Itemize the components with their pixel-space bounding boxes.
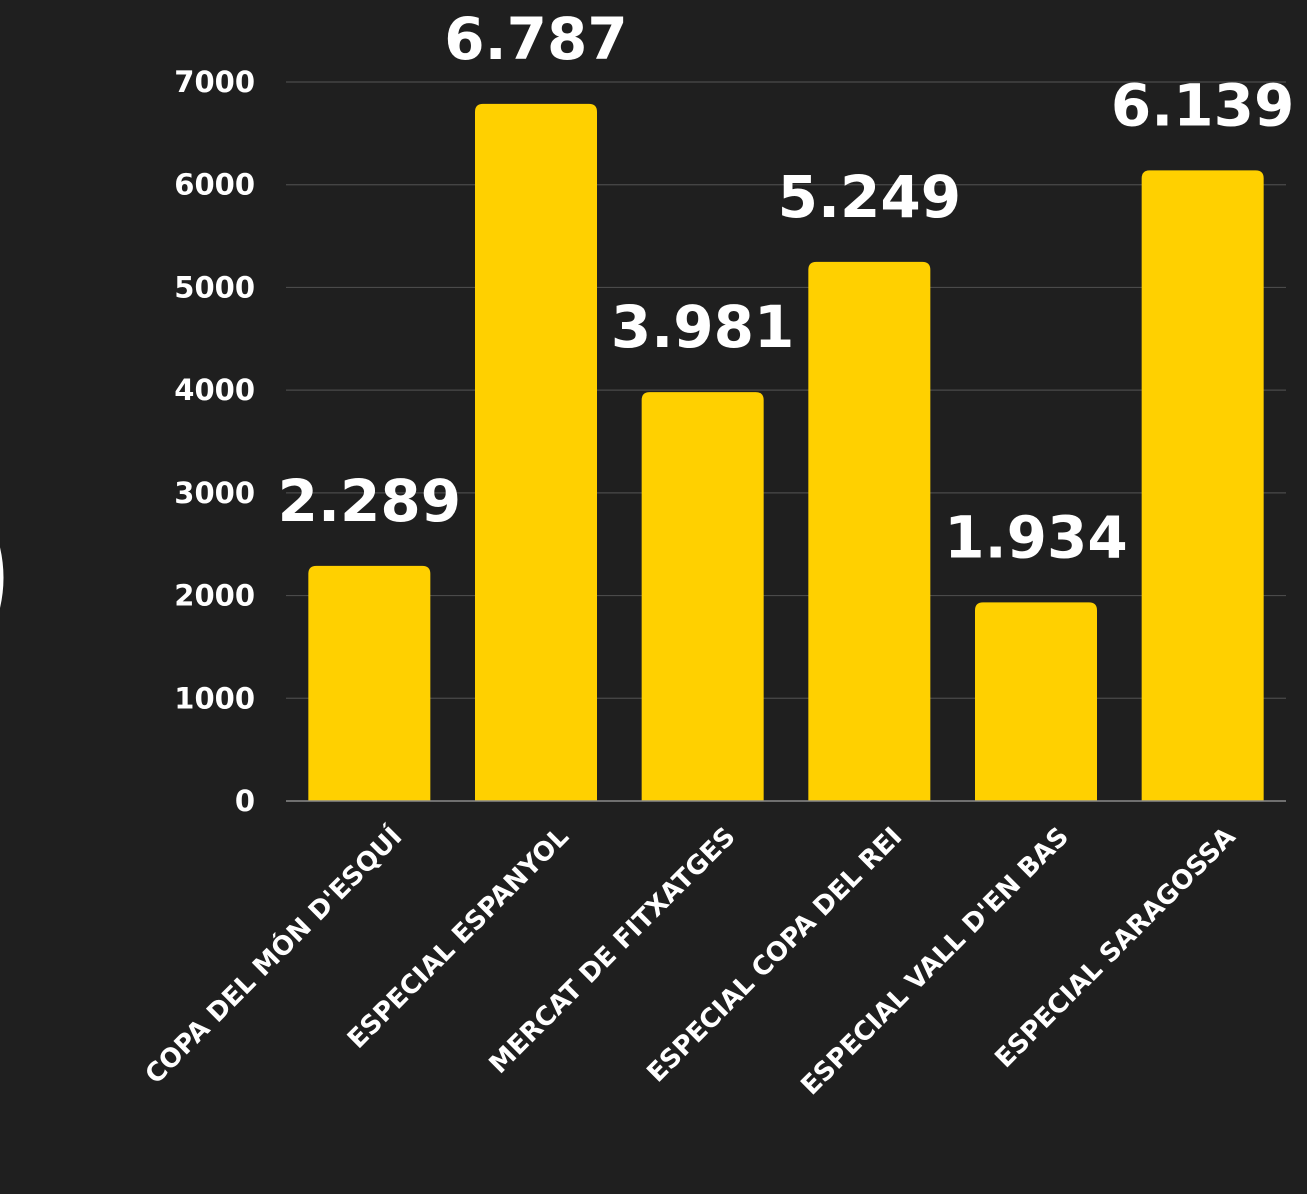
- data-label-1: 6.787: [444, 5, 627, 73]
- data-label-4: 1.934: [944, 503, 1127, 571]
- data-label-3: 5.249: [778, 163, 961, 231]
- y-tick-label: 5000: [174, 270, 255, 304]
- data-label-0: 2.289: [278, 467, 461, 535]
- bar-5: [1141, 170, 1264, 801]
- y-tick-label: 0: [235, 784, 255, 818]
- category-label-4: ESPECIAL VALL D'EN BAS: [795, 822, 1074, 1101]
- cropped-edge-mark: [0, 547, 4, 608]
- data-label-5: 6.139: [1111, 71, 1294, 139]
- y-tick-label: 3000: [174, 476, 255, 510]
- bar-4: [975, 602, 1097, 801]
- data-labels: 2.289 6.787 3.981 5.249 1.934 6.139: [278, 5, 1295, 571]
- bar-1: [475, 103, 597, 801]
- y-axis-ticks: 0 1000 2000 3000 4000 5000 6000 7000: [174, 65, 255, 818]
- y-tick-label: 4000: [174, 373, 255, 407]
- y-tick-label: 1000: [174, 681, 255, 715]
- data-label-2: 3.981: [611, 293, 794, 361]
- y-tick-label: 7000: [174, 65, 255, 99]
- y-tick-label: 6000: [174, 168, 255, 202]
- bar-3: [808, 261, 931, 801]
- gridlines: [286, 81, 1286, 699]
- y-tick-label: 2000: [174, 579, 255, 613]
- bar-2: [641, 392, 764, 801]
- bar-0: [308, 565, 431, 801]
- bars: [308, 103, 1264, 801]
